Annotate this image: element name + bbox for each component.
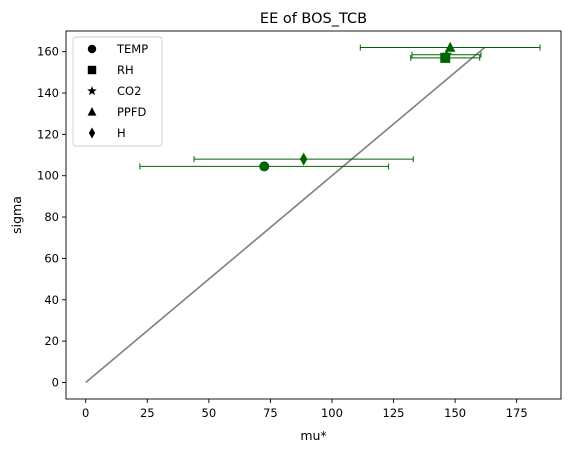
legend-item-ppfd: PPFD bbox=[87, 105, 146, 119]
y-tick-label: 60 bbox=[44, 251, 59, 265]
legend-item-h: H bbox=[88, 126, 126, 140]
legend-marker-star bbox=[87, 85, 97, 96]
chart-title: EE of BOS_TCB bbox=[260, 11, 367, 27]
x-tick-label: 25 bbox=[140, 406, 155, 420]
y-tick-label: 140 bbox=[37, 86, 59, 100]
x-tick-label: 175 bbox=[506, 406, 528, 420]
y-tick-label: 0 bbox=[52, 375, 59, 389]
reference-line-layer bbox=[85, 46, 486, 384]
x-tick-label: 100 bbox=[321, 406, 343, 420]
y-tick-label: 160 bbox=[37, 45, 59, 59]
point-h bbox=[299, 152, 308, 166]
point-co2 bbox=[440, 48, 453, 60]
legend-marker-circle bbox=[87, 44, 97, 54]
legend-label: TEMP bbox=[116, 42, 148, 56]
reference-line bbox=[85, 46, 486, 384]
legend: TEMP RH CO2 PPFD H bbox=[72, 36, 163, 147]
legend-item-co2: CO2 bbox=[87, 84, 141, 98]
x-tick-label: 125 bbox=[383, 406, 405, 420]
legend-marker-triangle bbox=[87, 107, 97, 116]
y-axis-label: sigma bbox=[9, 196, 24, 234]
x-axis-ticks: 0 25 50 75 100 125 150 175 bbox=[82, 399, 528, 420]
y-tick-label: 20 bbox=[44, 334, 59, 348]
x-tick-label: 0 bbox=[82, 406, 89, 420]
x-tick-label: 75 bbox=[263, 406, 278, 420]
x-axis-label: mu* bbox=[300, 428, 326, 443]
point-temp bbox=[259, 161, 270, 172]
legend-label: H bbox=[117, 126, 126, 140]
legend-label: CO2 bbox=[117, 84, 141, 98]
legend-marker-diamond bbox=[88, 127, 96, 139]
x-tick-label: 150 bbox=[444, 406, 466, 420]
point-ppfd bbox=[444, 41, 456, 52]
y-tick-label: 40 bbox=[44, 293, 59, 307]
y-tick-label: 80 bbox=[44, 210, 59, 224]
legend-item-temp: TEMP bbox=[87, 42, 148, 56]
legend-item-rh: RH bbox=[87, 63, 134, 77]
y-axis-ticks: 0 20 40 60 80 100 120 140 160 bbox=[37, 45, 66, 389]
legend-label: PPFD bbox=[117, 105, 146, 119]
legend-label: RH bbox=[117, 63, 134, 77]
y-tick-label: 120 bbox=[37, 127, 59, 141]
legend-box bbox=[72, 36, 163, 147]
y-tick-label: 100 bbox=[37, 169, 59, 183]
data-points bbox=[259, 41, 456, 172]
legend-marker-square bbox=[87, 65, 97, 75]
x-tick-label: 50 bbox=[202, 406, 217, 420]
